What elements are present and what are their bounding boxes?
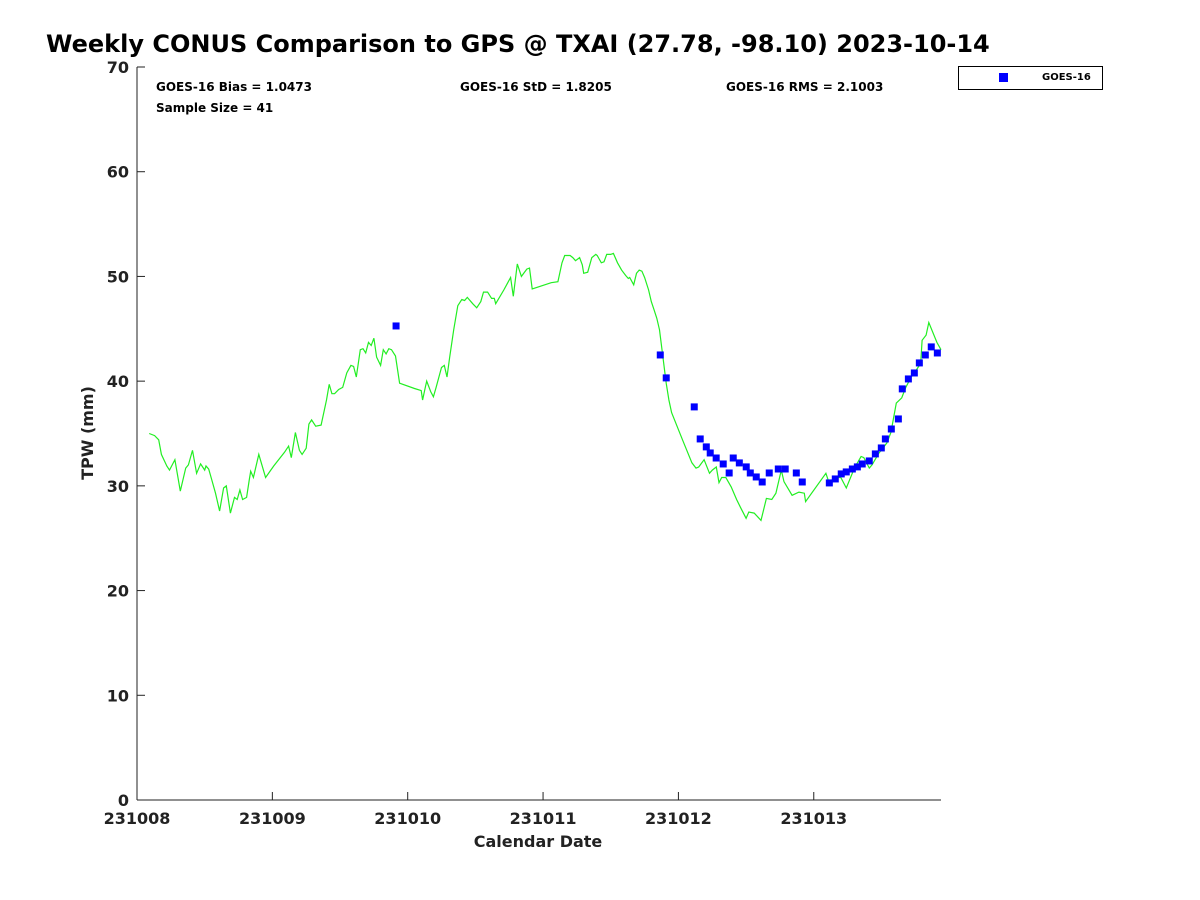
goes16-point — [662, 374, 670, 382]
goes16-point — [765, 469, 773, 477]
y-tick-label: 10 — [107, 686, 129, 705]
std-stat: GOES-16 StD = 1.8205 — [460, 80, 612, 94]
y-tick-label: 20 — [107, 582, 129, 601]
goes16-point — [865, 457, 873, 465]
goes16-point — [758, 478, 766, 486]
goes16-point — [825, 479, 833, 487]
y-tick-label: 30 — [107, 477, 129, 496]
y-tick-label: 50 — [107, 267, 129, 286]
y-tick-label: 70 — [107, 58, 129, 77]
goes16-point — [898, 385, 906, 393]
goes16-point — [392, 322, 400, 330]
goes16-point — [910, 369, 918, 377]
x-tick-label: 231012 — [645, 809, 712, 828]
goes16-point — [842, 468, 850, 476]
goes16-point — [887, 425, 895, 433]
goes16-point — [831, 475, 839, 483]
goes16-point — [858, 460, 866, 468]
goes16-point — [690, 403, 698, 411]
goes16-point — [853, 463, 861, 471]
legend-label-goes16: GOES-16 — [1042, 72, 1091, 83]
goes16-point — [729, 454, 737, 462]
goes16-point — [752, 473, 760, 481]
x-axis-label: Calendar Date — [474, 832, 603, 851]
goes16-point — [871, 450, 879, 458]
goes16-point — [706, 449, 714, 457]
goes16-point — [848, 465, 856, 473]
goes16-point — [735, 459, 743, 467]
goes16-point — [915, 359, 923, 367]
goes16-point — [719, 460, 727, 468]
goes16-point — [894, 415, 902, 423]
goes16-point — [927, 343, 935, 351]
x-tick-label: 231011 — [510, 809, 577, 828]
y-axis-label: TPW (mm) — [78, 386, 97, 480]
axes: 0 10 20 30 40 50 60 70 231008 231009 231010 231011 2… — [104, 58, 941, 828]
gps-series-line — [148, 252, 942, 522]
legend-swatch-goes16 — [999, 73, 1008, 82]
goes16-point — [921, 351, 929, 359]
goes16-point — [656, 351, 664, 359]
goes16-point — [837, 470, 845, 478]
marks — [148, 252, 942, 522]
goes16-point — [904, 375, 912, 383]
goes16-point — [798, 478, 806, 486]
bias-stat: GOES-16 Bias = 1.0473 — [156, 80, 312, 94]
sample-size-stat: Sample Size = 41 — [156, 101, 274, 115]
legend: GOES-16 — [958, 66, 1103, 90]
x-tick-label: 231009 — [239, 809, 306, 828]
y-tick-label: 40 — [107, 372, 129, 391]
goes16-point — [774, 465, 782, 473]
y-tick-label: 0 — [118, 791, 129, 810]
goes16-point — [742, 463, 750, 471]
goes16-point — [881, 435, 889, 443]
goes16-point — [712, 454, 720, 462]
x-tick-label: 231010 — [374, 809, 441, 828]
goes16-point — [877, 444, 885, 452]
rms-stat: GOES-16 RMS = 2.1003 — [726, 80, 884, 94]
goes16-point — [702, 443, 710, 451]
goes16-point — [792, 469, 800, 477]
y-tick-label: 60 — [107, 163, 129, 182]
goes16-point — [781, 465, 789, 473]
goes16-point — [725, 469, 733, 477]
chart-title: Weekly CONUS Comparison to GPS @ TXAI (2… — [46, 30, 990, 58]
goes16-point — [746, 469, 754, 477]
x-tick-label: 231013 — [780, 809, 847, 828]
goes16-point — [933, 349, 941, 357]
goes16-point — [696, 435, 704, 443]
x-tick-label: 231008 — [104, 809, 171, 828]
